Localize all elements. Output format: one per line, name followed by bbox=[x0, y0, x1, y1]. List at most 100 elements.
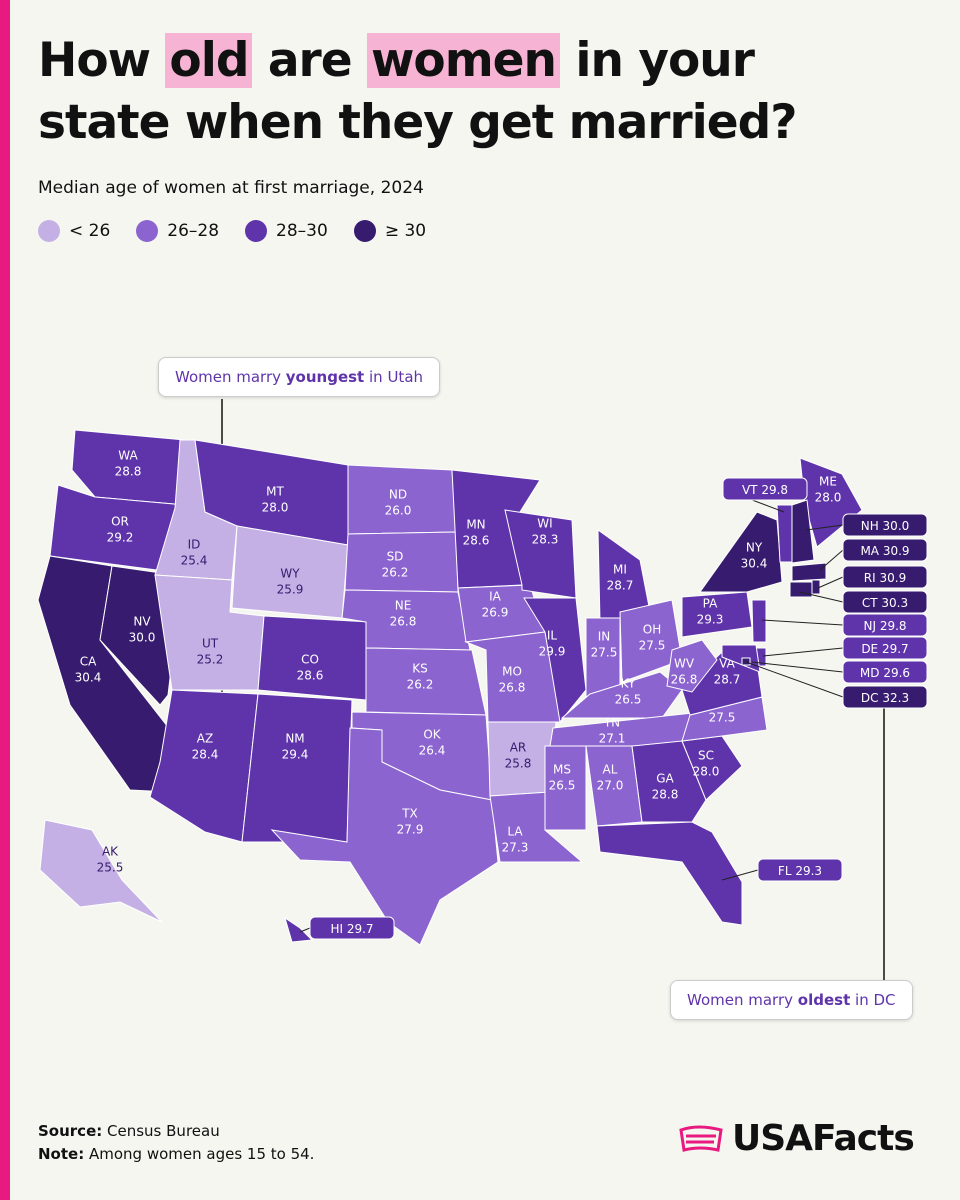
callout-label: FL 29.3 bbox=[778, 864, 822, 878]
state-value: 30.0 bbox=[129, 631, 156, 645]
legend-item: < 26 bbox=[38, 220, 110, 242]
note-label: Note: bbox=[38, 1145, 85, 1163]
state-abbr: WA bbox=[118, 449, 138, 463]
logo: USAFacts bbox=[678, 1118, 915, 1159]
state-shape bbox=[241, 693, 353, 843]
state-abbr: MT bbox=[266, 485, 284, 499]
callout-line bbox=[819, 549, 844, 571]
state-value: 30.3 bbox=[881, 596, 908, 610]
state-abbr: NM bbox=[285, 732, 304, 746]
callout-box bbox=[842, 660, 928, 684]
footer: Source: Census Bureau Note: Among women … bbox=[38, 1120, 314, 1166]
callout-label: NH 30.0 bbox=[861, 519, 910, 533]
callout-box bbox=[842, 590, 928, 614]
state-abbr: AR bbox=[510, 741, 527, 755]
state-abbr: IL bbox=[547, 629, 558, 643]
state-abbr: CO bbox=[301, 653, 319, 667]
legend-label: 28–30 bbox=[276, 221, 328, 241]
state-abbr: RI bbox=[864, 571, 876, 585]
callout-box bbox=[842, 613, 928, 637]
annotation-text: in Utah bbox=[369, 368, 424, 386]
note: Note: Among women ages 15 to 54. bbox=[38, 1143, 314, 1166]
state-value: 28.8 bbox=[652, 788, 679, 802]
state-abbr: CT bbox=[862, 596, 878, 610]
state-value: 25.4 bbox=[181, 554, 208, 568]
callout-label: HI 29.7 bbox=[330, 922, 373, 936]
state-shape bbox=[666, 639, 718, 693]
state-value: 29.9 bbox=[539, 645, 566, 659]
title-segment: How bbox=[38, 33, 151, 88]
note-text: Among women ages 15 to 54. bbox=[88, 1145, 315, 1163]
callout-label: NJ 29.8 bbox=[863, 619, 906, 633]
callout-label: MA 30.9 bbox=[860, 544, 909, 558]
state-abbr: NJ bbox=[863, 619, 876, 633]
annotation: Women marry youngest in Utah bbox=[158, 357, 441, 397]
state-value: 30.4 bbox=[75, 671, 102, 685]
callout-label: CT 30.3 bbox=[862, 596, 908, 610]
callout-box bbox=[842, 685, 928, 709]
annotation-text: in DC bbox=[855, 991, 896, 1009]
state-value: 27.1 bbox=[599, 732, 626, 746]
state-abbr: MN bbox=[466, 518, 485, 532]
callout-line bbox=[817, 576, 844, 589]
state-shape bbox=[791, 562, 827, 582]
annotation: Women marry oldest in DC bbox=[670, 980, 913, 1020]
state-value: 26.5 bbox=[615, 693, 642, 707]
title-segment: women bbox=[367, 33, 561, 88]
state-shape bbox=[776, 504, 793, 563]
callout-box bbox=[842, 538, 928, 562]
state-shape bbox=[791, 499, 815, 564]
state-value: 25.2 bbox=[197, 653, 224, 667]
state-value: 29.8 bbox=[880, 619, 907, 633]
state-abbr: NY bbox=[746, 541, 763, 555]
state-abbr: NH bbox=[861, 519, 879, 533]
legend-swatch bbox=[245, 220, 268, 242]
state-shape bbox=[681, 591, 753, 638]
state-value: 30.0 bbox=[883, 519, 910, 533]
state-abbr: ID bbox=[188, 538, 201, 552]
state-abbr: OR bbox=[111, 515, 129, 529]
state-value: 28.6 bbox=[463, 534, 490, 548]
state-abbr: NE bbox=[395, 599, 412, 613]
legend-label: < 26 bbox=[69, 221, 111, 241]
state-abbr: ND bbox=[389, 488, 407, 502]
state-value: 27.5 bbox=[591, 646, 618, 660]
state-value: 29.8 bbox=[761, 483, 788, 497]
state-abbr: AK bbox=[102, 845, 119, 859]
source-text: Census Bureau bbox=[107, 1122, 220, 1140]
state-abbr: DC bbox=[861, 691, 879, 705]
title-segment: are bbox=[267, 33, 353, 88]
state-value: 28.8 bbox=[115, 465, 142, 479]
state-abbr: VT bbox=[742, 483, 758, 497]
state-shape bbox=[789, 581, 813, 598]
state-abbr: AZ bbox=[197, 732, 213, 746]
state-value: 28.7 bbox=[714, 673, 741, 687]
state-value: 28.6 bbox=[297, 669, 324, 683]
state-value: 26.2 bbox=[407, 678, 434, 692]
callout-line bbox=[805, 524, 844, 531]
state-value: 28.0 bbox=[693, 765, 720, 779]
state-shape bbox=[631, 740, 707, 823]
state-abbr: WI bbox=[537, 517, 552, 531]
annotation-text: Women marry bbox=[175, 368, 281, 386]
state-abbr: MD bbox=[860, 666, 880, 680]
state-value: 29.6 bbox=[883, 666, 910, 680]
state-shape bbox=[699, 511, 783, 593]
source-label: Source: bbox=[38, 1122, 103, 1140]
legend-swatch bbox=[353, 220, 376, 242]
state-abbr: SD bbox=[387, 550, 404, 564]
callout-label: MD 29.6 bbox=[860, 666, 910, 680]
callout-label: VT 29.8 bbox=[742, 483, 788, 497]
state-abbr: TN bbox=[603, 716, 620, 730]
state-value: 27.3 bbox=[502, 841, 529, 855]
state-shape bbox=[544, 745, 587, 831]
state-value: 26.8 bbox=[499, 681, 526, 695]
state-value: 30.9 bbox=[883, 544, 910, 558]
state-value: 27.9 bbox=[397, 823, 424, 837]
callout-label: DE 29.7 bbox=[861, 642, 908, 656]
state-value: 26.5 bbox=[549, 779, 576, 793]
state-value: 29.3 bbox=[795, 864, 822, 878]
state-shape bbox=[751, 599, 767, 643]
annotation-text: oldest bbox=[797, 991, 851, 1009]
